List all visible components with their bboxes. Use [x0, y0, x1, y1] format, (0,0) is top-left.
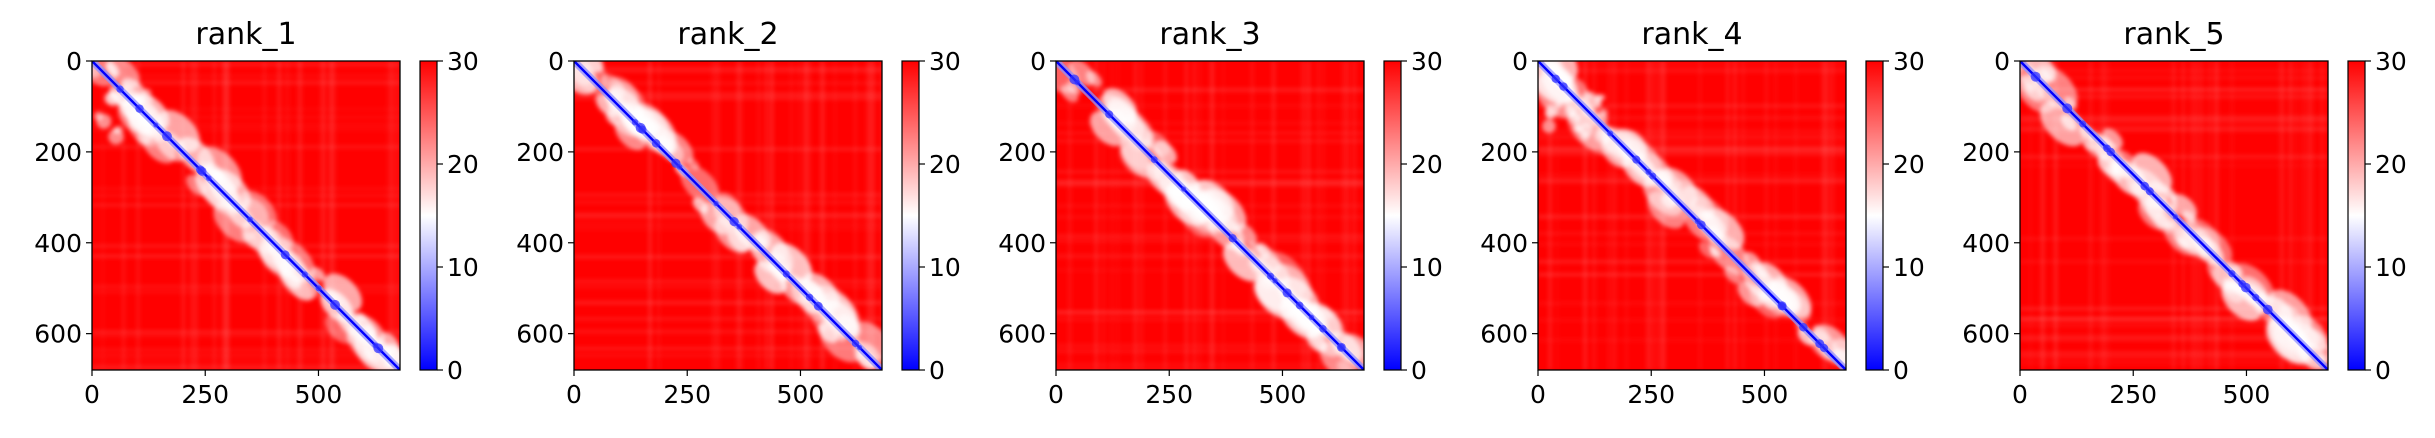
heatmap	[573, 60, 883, 371]
x-tick-label: 250	[663, 380, 711, 409]
panel-4: rank_4 0 250 500 0 200 400 600 0 10 20 30	[1480, 17, 1925, 409]
heatmap	[2019, 60, 2329, 371]
y-tick-label: 0	[548, 47, 564, 76]
y-tick-label: 0	[66, 47, 82, 76]
y-tick-label: 400	[1480, 229, 1528, 258]
y-tick-label: 400	[1962, 229, 2010, 258]
diagonal	[574, 61, 882, 370]
x-tick-label: 0	[84, 380, 100, 409]
panel-title: rank_2	[677, 17, 778, 52]
colorbar-tick-label: 30	[2375, 47, 2407, 76]
colorbar: 0 10 20 30	[419, 47, 479, 385]
x-tick-label: 250	[181, 380, 229, 409]
colorbar-tick-label: 10	[2375, 253, 2407, 282]
colorbar: 0 10 20 30	[1383, 47, 1443, 385]
colorbar-tick-label: 30	[447, 47, 479, 76]
diagonal	[1538, 61, 1846, 370]
colorbar-tick-label: 10	[447, 253, 479, 282]
heatmap	[1055, 60, 1365, 371]
x-tick-label: 0	[1530, 380, 1546, 409]
colorbar-gradient	[419, 60, 438, 371]
heatmap-frame	[91, 60, 401, 371]
colorbar-tick-label: 0	[929, 356, 945, 385]
diagonal	[92, 61, 400, 370]
x-tick-label: 500	[1259, 380, 1307, 409]
x-tick-label: 250	[2109, 380, 2157, 409]
x-tick-label: 500	[295, 380, 343, 409]
colorbar: 0 10 20 30	[1865, 47, 1925, 385]
panel-title: rank_4	[1641, 17, 1742, 52]
heatmap-frame	[1537, 60, 1847, 371]
x-tick-label: 500	[1741, 380, 1789, 409]
x-tick-label: 0	[566, 380, 582, 409]
y-tick-label: 0	[1512, 47, 1528, 76]
colorbar-tick-label: 20	[1893, 150, 1925, 179]
colorbar-gradient	[901, 60, 920, 371]
y-tick-label: 600	[34, 320, 82, 349]
x-tick-label: 500	[777, 380, 825, 409]
colorbar-tick-label: 30	[1893, 47, 1925, 76]
y-tick-label: 0	[1030, 47, 1046, 76]
x-tick-label: 0	[2012, 380, 2028, 409]
panel-title: rank_1	[195, 17, 296, 52]
colorbar-tick-label: 30	[929, 47, 961, 76]
panel-title: rank_5	[2123, 17, 2224, 52]
colorbar-tick-label: 0	[447, 356, 463, 385]
x-tick-label: 250	[1627, 380, 1675, 409]
heatmap	[91, 60, 401, 371]
heatmap-frame	[573, 60, 883, 371]
y-tick-label: 0	[1994, 47, 2010, 76]
colorbar-tick-label: 30	[1411, 47, 1443, 76]
colorbar: 0 10 20 30	[2347, 47, 2407, 385]
colorbar-gradient	[1383, 60, 1402, 371]
colorbar-tick-label: 20	[929, 150, 961, 179]
colorbar-tick-label: 0	[1411, 356, 1427, 385]
heatmap-frame	[1055, 60, 1365, 371]
panel-3: rank_3 0 250 500 0 200 400 600 0 10 20 30	[998, 17, 1443, 409]
y-tick-label: 200	[998, 138, 1046, 167]
x-tick-label: 250	[1145, 380, 1193, 409]
y-tick-label: 200	[516, 138, 564, 167]
y-tick-label: 600	[1480, 320, 1528, 349]
y-tick-label: 400	[516, 229, 564, 258]
colorbar-tick-label: 20	[1411, 150, 1443, 179]
panel-2: rank_2 0 250 500 0 200 400 600 0 10 20 30	[516, 17, 961, 409]
colorbar-tick-label: 10	[929, 253, 961, 282]
x-tick-label: 0	[1048, 380, 1064, 409]
y-tick-label: 200	[1962, 138, 2010, 167]
heatmap	[1537, 60, 1847, 371]
colorbar-tick-label: 10	[1893, 253, 1925, 282]
colorbar-tick-label: 10	[1411, 253, 1443, 282]
colorbar-tick-label: 20	[2375, 150, 2407, 179]
y-tick-label: 200	[1480, 138, 1528, 167]
heatmap-frame	[2019, 60, 2329, 371]
panel-1: rank_1 0 250 500 0 200 400 600 0 10 20 30	[34, 17, 479, 409]
y-tick-label: 400	[998, 229, 1046, 258]
colorbar: 0 10 20 30	[901, 47, 961, 385]
colorbar-gradient	[1865, 60, 1884, 371]
panel-5: rank_5 0 250 500 0 200 400 600 0 10 20 30	[1962, 17, 2407, 409]
colorbar-tick-label: 0	[1893, 356, 1909, 385]
colorbar-gradient	[2347, 60, 2366, 371]
colorbar-tick-label: 0	[2375, 356, 2391, 385]
y-tick-label: 200	[34, 138, 82, 167]
colorbar-tick-label: 20	[447, 150, 479, 179]
y-tick-label: 600	[1962, 320, 2010, 349]
y-tick-label: 600	[998, 320, 1046, 349]
y-tick-label: 400	[34, 229, 82, 258]
x-tick-label: 500	[2223, 380, 2271, 409]
panel-title: rank_3	[1159, 17, 1260, 52]
y-tick-label: 600	[516, 320, 564, 349]
